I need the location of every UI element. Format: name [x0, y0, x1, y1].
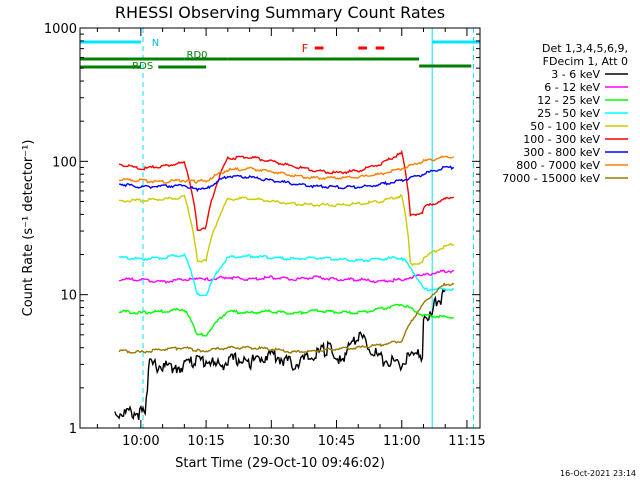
- series-7000-15000-kev: [118, 282, 455, 354]
- legend: Det 1,3,4,5,6,9, FDecim 1, Att 0 3 - 6 k…: [502, 42, 628, 185]
- legend-entry-label: 100 - 300 keV: [523, 133, 600, 146]
- legend-header-line-2: FDecim 1, Att 0: [543, 55, 628, 68]
- y-tick-label: 100: [52, 155, 77, 170]
- series-100-300-kev: [118, 149, 455, 232]
- legend-entry-label: 300 - 800 keV: [523, 146, 600, 159]
- legend-entry-label: 12 - 25 keV: [537, 94, 600, 107]
- legend-entry-label: 50 - 100 keV: [530, 120, 600, 133]
- chart-title: RHESSI Observing Summary Count Rates: [115, 3, 445, 22]
- series-line: [118, 252, 454, 297]
- axes-layer: 10:00 10:15 10:30 10:45 11:00 11:15 1 10 100 1000: [44, 22, 486, 449]
- series-layer: [114, 149, 455, 421]
- annotations-layer: N F RD0 RDS: [79, 28, 480, 428]
- flare-label: F: [302, 42, 308, 55]
- night-label: N: [152, 38, 159, 49]
- legend-entry-label: 25 - 50 keV: [537, 107, 600, 120]
- series-line: [118, 193, 455, 267]
- series-300-800-kev: [119, 165, 455, 193]
- series-50-100-kev: [118, 193, 455, 267]
- series-line: [118, 303, 454, 337]
- series-line: [118, 149, 455, 232]
- plot-frame: [79, 27, 481, 429]
- x-tick-label: 10:15: [187, 434, 224, 449]
- legend-entry-label: 3 - 6 keV: [551, 68, 600, 81]
- series-800-7000-kev: [118, 155, 455, 184]
- x-tick-label: 10:45: [318, 434, 355, 449]
- timestamp: 16-Oct-2021 23:14: [560, 469, 636, 478]
- x-axis-label: Start Time (29-Oct-10 09:46:02): [175, 456, 385, 471]
- series-line: [118, 155, 455, 184]
- series-3-6-kev: [114, 287, 446, 421]
- series-12-25-kev: [118, 303, 454, 337]
- x-tick-label: 11:15: [448, 434, 485, 449]
- y-axis-label: Count Rate (s⁻¹ detector⁻¹): [21, 140, 36, 317]
- series-line: [114, 287, 446, 421]
- rd0-label: RD0: [187, 50, 208, 61]
- series-25-50-kev: [118, 252, 454, 297]
- y-tick-label: 1: [69, 422, 77, 437]
- series-line: [118, 282, 455, 354]
- y-tick-label: 10: [60, 289, 77, 304]
- x-tick-label: 10:30: [253, 434, 290, 449]
- rds-label: RDS: [132, 61, 153, 72]
- legend-entry-label: 7000 - 15000 keV: [502, 172, 600, 185]
- x-tick-label: 11:00: [383, 434, 420, 449]
- y-tick-label: 1000: [44, 22, 77, 37]
- legend-entry-label: 800 - 7000 keV: [516, 159, 600, 172]
- x-tick-label: 10:00: [122, 434, 159, 449]
- series-line: [119, 165, 455, 193]
- series-line: [118, 269, 455, 284]
- legend-header-line-1: Det 1,3,4,5,6,9,: [542, 42, 628, 55]
- legend-entry-label: 6 - 12 keV: [544, 81, 600, 94]
- series-6-12-kev: [118, 269, 455, 284]
